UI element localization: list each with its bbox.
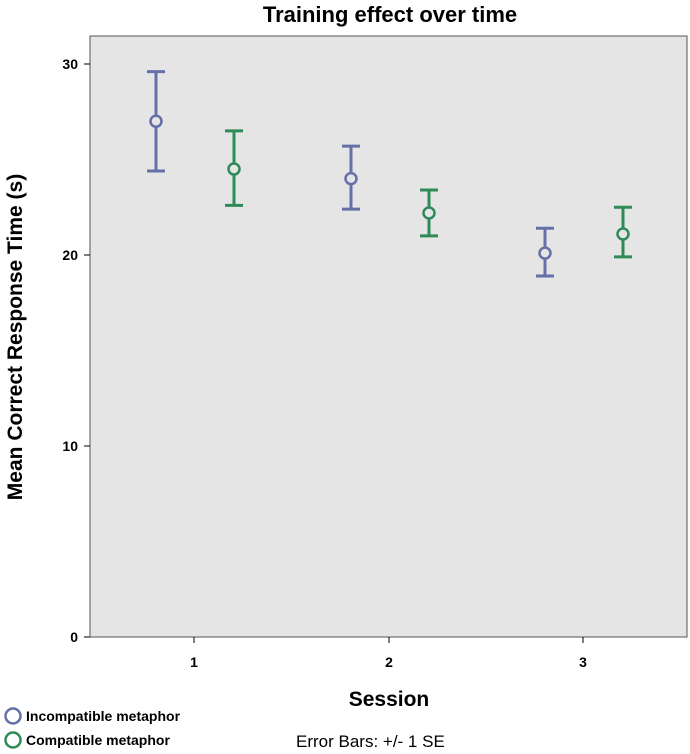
legend-marker-compatible-metaphor <box>4 731 22 749</box>
error-bar-compatible-metaphor-session-2 <box>420 188 438 238</box>
data-point-incompatible-metaphor-session-1 <box>149 114 163 129</box>
x-axis-label: Session <box>349 688 430 711</box>
x-tick-label-1: 1 <box>190 654 198 670</box>
legend-marker-incompatible-metaphor <box>4 707 22 725</box>
legend-label-compatible-metaphor: Compatible metaphor <box>26 732 170 748</box>
data-point-incompatible-metaphor-session-3 <box>538 246 552 260</box>
x-tick-label-3: 3 <box>579 654 587 670</box>
data-point-compatible-metaphor-session-2 <box>422 206 436 220</box>
y-axis-label: Mean Correct Response Time (s) <box>4 174 27 500</box>
data-point-compatible-metaphor-session-3 <box>616 227 630 241</box>
error-bar-incompatible-metaphor-session-2 <box>342 144 360 211</box>
y-tick-label-30: 30 <box>62 56 78 72</box>
chart-title: Training effect over time <box>263 2 517 27</box>
error-bar-incompatible-metaphor-session-1 <box>147 70 165 173</box>
error-bar-incompatible-metaphor-session-3 <box>536 226 554 278</box>
x-tick-label-2: 2 <box>385 654 393 670</box>
legend: Incompatible metaphor Compatible metaphor <box>4 707 181 749</box>
data-point-compatible-metaphor-session-1 <box>227 162 241 176</box>
error-bar-compatible-metaphor-session-1 <box>225 129 243 207</box>
error-bar-compatible-metaphor-session-3 <box>614 205 632 259</box>
legend-label-incompatible-metaphor: Incompatible metaphor <box>26 708 181 724</box>
plot-area <box>89 35 688 638</box>
error-bar-note: Error Bars: +/- 1 SE <box>296 732 445 751</box>
y-tick-label-10: 10 <box>62 438 78 454</box>
y-tick-label-0: 0 <box>70 629 78 645</box>
y-tick-label-20: 20 <box>62 247 78 263</box>
data-point-incompatible-metaphor-session-2 <box>344 171 358 186</box>
